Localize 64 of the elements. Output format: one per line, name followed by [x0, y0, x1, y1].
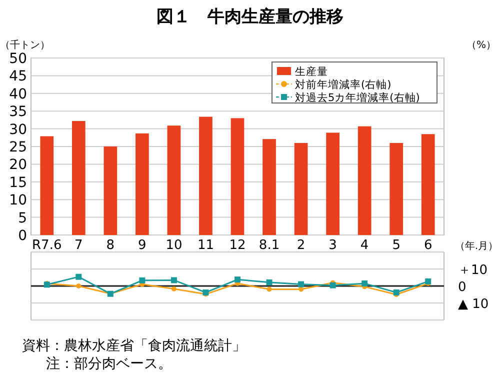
y-tick-label: 50 — [9, 51, 27, 67]
bar — [262, 139, 276, 235]
y-tick-label: ▲ 10 — [458, 297, 489, 312]
point — [298, 286, 304, 292]
x-tick-label: R7.6 — [32, 238, 62, 253]
y-tick-label: 30 — [9, 122, 27, 138]
x-tick-label: 8 — [106, 238, 115, 253]
x-axis-title: （年.月） — [454, 240, 498, 252]
point — [234, 276, 240, 283]
x-tick-label: 9 — [138, 238, 146, 253]
bar — [326, 132, 340, 235]
text: （%） — [466, 40, 496, 51]
y-tick-label: 5 — [18, 210, 27, 226]
bar — [40, 136, 54, 235]
y-tick-label: 10 — [9, 192, 27, 209]
y-tick-label: 45 — [9, 68, 27, 85]
bar — [358, 126, 372, 235]
point — [76, 274, 82, 280]
point — [139, 277, 146, 284]
point — [362, 280, 368, 286]
bar — [72, 121, 86, 235]
y-tick-label: ＋10 — [458, 263, 488, 278]
y-tick-label: 20 — [9, 157, 27, 174]
point — [330, 282, 336, 288]
x-tick-label: 12 — [229, 238, 246, 253]
x-tick-label: 10 — [166, 238, 182, 253]
bar — [167, 126, 181, 235]
legend-label: 対過去5カ年増減率(右軸) — [295, 91, 420, 104]
bar — [230, 118, 244, 235]
point — [425, 278, 432, 284]
bar — [390, 142, 404, 235]
bar — [136, 133, 149, 235]
x-tick-label: 2 — [296, 238, 306, 253]
text: 注：部分肉ベース。 — [46, 356, 172, 372]
point — [298, 281, 304, 288]
point — [266, 279, 272, 286]
y-axis-title: （千トン） — [0, 39, 50, 51]
x-tick-label: 7 — [74, 238, 83, 253]
point — [266, 286, 272, 292]
text: 資料：農林水産省「食肉流通統計」 — [22, 338, 246, 354]
y-tick-label: 0 — [458, 280, 466, 295]
x-tick-label: 3 — [328, 238, 337, 253]
point — [170, 277, 177, 284]
point — [76, 284, 82, 288]
y-tick-label: 15 — [9, 174, 27, 191]
y-tick-label: 40 — [9, 86, 27, 102]
y-tick-label: 0 — [18, 228, 27, 244]
bar — [199, 116, 212, 235]
x-tick-label: 11 — [197, 238, 214, 253]
x-tick-label: 5 — [392, 238, 400, 253]
x-tick-label: 6 — [424, 238, 432, 253]
bar — [294, 142, 308, 235]
legend-label: 生産量 — [295, 65, 328, 78]
x-tick-label: 4 — [360, 238, 369, 253]
bar — [421, 134, 435, 235]
bar — [104, 146, 118, 235]
legend-label: 対前年増減率(右軸) — [295, 78, 392, 91]
y-tick-label: 25 — [9, 140, 27, 156]
y-tick-label: 35 — [9, 104, 27, 120]
chart-title: 図１ 牛肉生産量の推移 — [156, 7, 344, 27]
point — [393, 289, 400, 296]
point — [202, 289, 209, 296]
point — [171, 286, 176, 292]
x-tick-label: 8.1 — [258, 238, 280, 253]
